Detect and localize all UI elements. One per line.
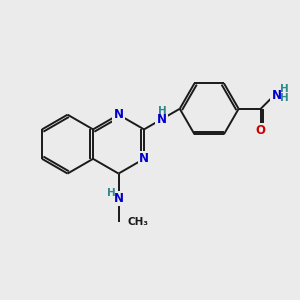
Text: H: H	[280, 84, 289, 94]
Text: N: N	[157, 112, 167, 126]
Text: O: O	[256, 124, 266, 137]
Text: H: H	[280, 93, 289, 103]
Text: N: N	[114, 108, 124, 121]
Text: N: N	[139, 152, 149, 165]
Text: N: N	[114, 192, 124, 205]
Text: H: H	[158, 106, 166, 116]
Text: N: N	[272, 89, 282, 102]
Text: CH₃: CH₃	[128, 217, 148, 227]
Text: H: H	[107, 188, 116, 198]
